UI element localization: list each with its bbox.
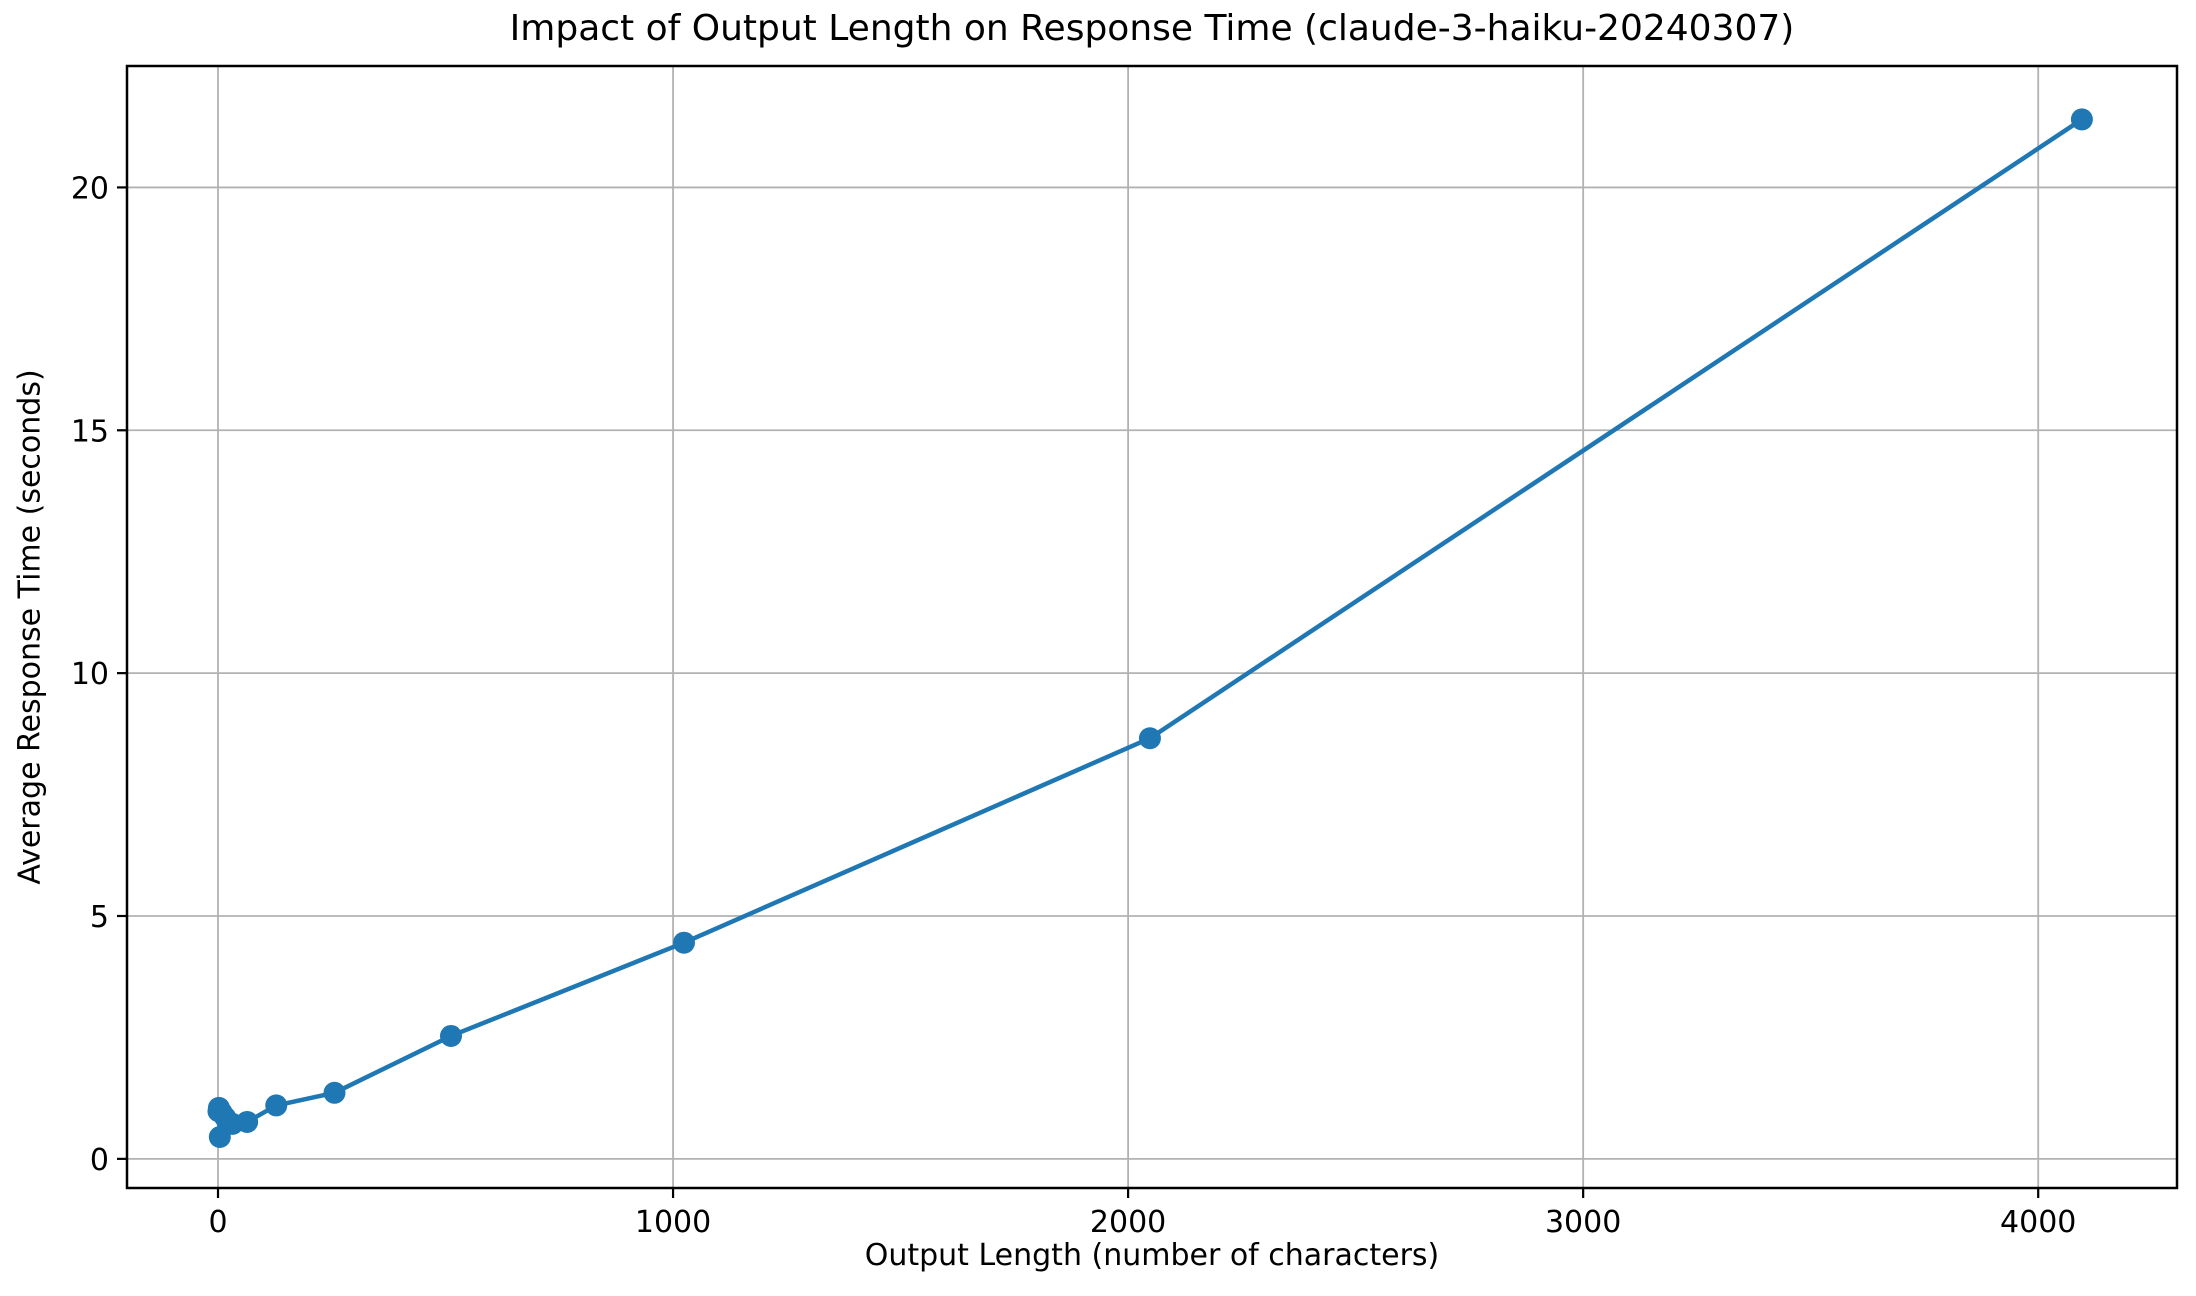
x-axis-label: Output Length (number of characters) xyxy=(864,1238,1440,1273)
y-tick-label: 0 xyxy=(90,1143,109,1178)
x-tick-label: 0 xyxy=(208,1205,227,1240)
y-tick-label: 15 xyxy=(71,414,109,449)
data-point xyxy=(1138,727,1161,750)
data-point xyxy=(323,1081,346,1104)
trend-line xyxy=(216,117,2085,1140)
y-tick-label: 5 xyxy=(90,900,109,935)
data-point xyxy=(265,1094,288,1117)
x-tick-label: 4000 xyxy=(2000,1205,2076,1240)
data-point xyxy=(672,931,695,954)
plot-border xyxy=(125,64,2179,1190)
chart-title: Impact of Output Length on Response Time… xyxy=(509,8,1795,49)
x-tick-label: 1000 xyxy=(635,1205,711,1240)
data-point xyxy=(2070,108,2093,131)
y-tick-label: 10 xyxy=(71,657,109,692)
data-point xyxy=(439,1024,462,1047)
y-tick-label: 20 xyxy=(71,171,109,206)
data-point xyxy=(236,1110,259,1133)
x-tick-label: 2000 xyxy=(1090,1205,1166,1240)
x-tick-label: 3000 xyxy=(1545,1205,1621,1240)
